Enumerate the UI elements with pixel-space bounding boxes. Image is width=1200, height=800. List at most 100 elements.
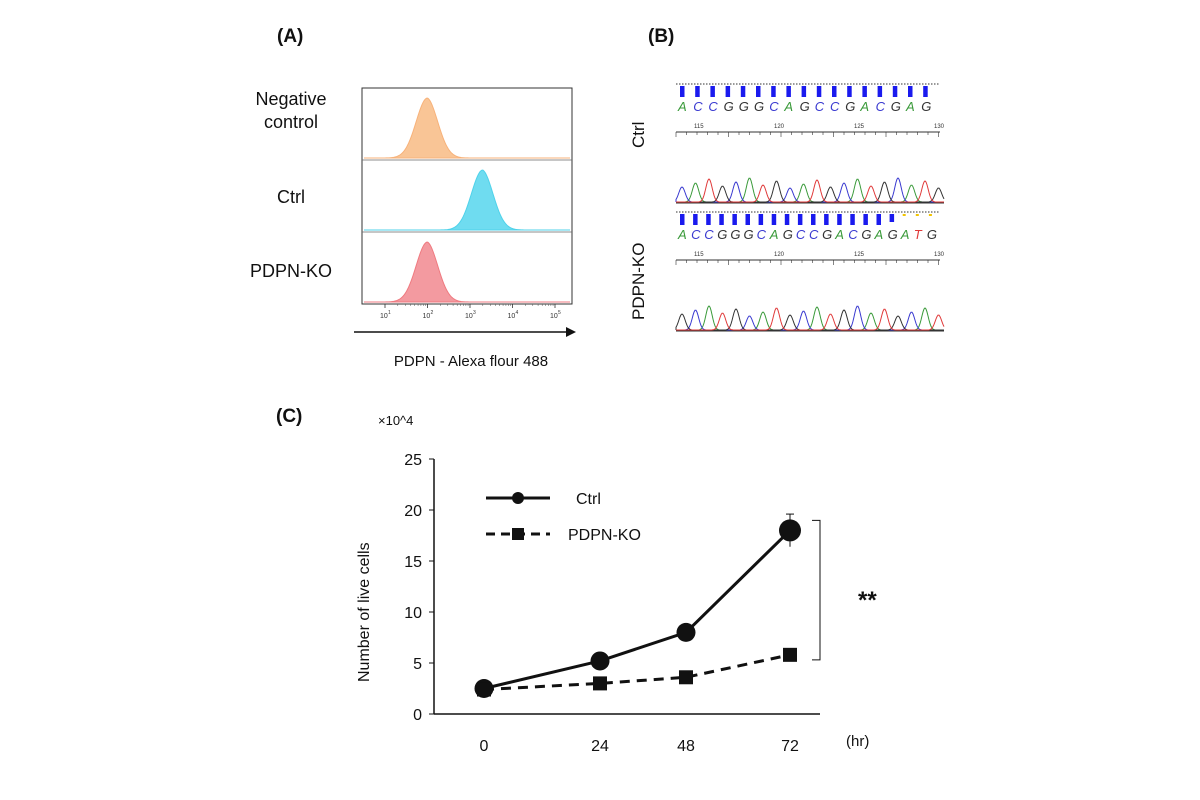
chromatogram-trace [676,307,945,331]
quality-bar [740,86,746,97]
base-call: G [744,227,754,242]
base-call: G [927,227,937,242]
histogram-frame [361,87,573,305]
quality-bar [824,214,829,225]
y-tick-label: 0 [413,707,422,724]
data-point [590,651,610,671]
base-call: A [900,227,910,242]
series-line-pdpn-ko [483,653,791,692]
histogram-tick-exponent: 4 [516,310,519,316]
chromatogram-trace [676,178,944,203]
base-call: C [693,99,703,114]
quality-bar [756,86,761,97]
data-point [676,622,696,642]
quality-bar [680,86,685,97]
base-call: A [859,99,869,114]
base-call: T [914,227,923,242]
chromatogram-trace [675,177,944,203]
base-call: A [677,99,687,114]
quality-bar [706,214,711,225]
quality-bar [915,214,919,216]
base-call: G [845,99,855,114]
base-call: A [677,227,687,242]
seq-label-ctrl-box: Ctrl [629,88,659,168]
base-call: C [708,99,718,114]
base-call: G [739,99,749,114]
base-call: A [783,99,793,114]
base-call: G [717,227,727,242]
base-call: G [800,99,810,114]
legend-label: PDPN-KO [568,527,641,544]
y-tick-label: 20 [404,503,422,520]
x-tick-label: 72 [781,738,799,755]
base-call: C [704,227,714,242]
position-label: 120 [774,252,785,258]
row-label-line: Negative [255,89,327,109]
x-tick-label: 48 [677,738,695,755]
base-call: C [691,227,701,242]
x-unit-label: (hr) [846,733,870,750]
y-multiplier-label: ×10^4 [378,413,414,428]
position-label: 130 [934,252,945,258]
quality-bar [758,214,764,225]
quality-bar [695,86,700,97]
row-label-negative-control: Negative control [236,88,346,134]
seq-label-ctrl-text: Ctrl [629,121,648,148]
position-label: 130 [934,124,945,130]
quality-bar [710,86,715,97]
position-label: 125 [854,252,865,258]
position-label: 115 [694,124,704,130]
base-call: G [754,99,764,114]
series-line-ctrl [483,529,792,690]
quality-bar [889,214,895,222]
quality-bar [811,214,816,225]
base-call: C [796,227,806,242]
quality-bar [745,214,750,225]
significance-bracket [812,519,821,661]
quality-bar [850,214,855,225]
base-call: C [757,227,767,242]
histogram-tick-exponent: 5 [558,310,561,316]
quality-bar [847,86,852,97]
base-call: G [724,99,734,114]
flow-histogram-figure: 10 1 10 2 10 3 10 4 10 5 [354,87,576,337]
quality-bar [680,214,685,225]
histogram-tick-label: 10 [508,313,516,320]
row-label-pdpn-ko: PDPN-KO [249,261,332,281]
significance-marker: ** [858,587,877,614]
histogram-tick-label: 10 [380,313,388,320]
histogram-tick-label: 10 [465,313,473,320]
quality-bar [908,86,913,97]
quality-bar [786,86,791,97]
base-call: C [815,99,825,114]
base-call: A [769,227,779,242]
base-call: G [730,227,740,242]
quality-bar [797,214,803,225]
panel-label-c: (C) [276,406,303,427]
flow-x-axis-label: PDPN - Alexa flour 488 [393,353,549,370]
quality-bar [784,214,790,225]
base-call: G [891,99,901,114]
quality-bar [732,214,737,225]
base-call: G [783,227,793,242]
base-call: G [921,99,931,114]
x-tick-label: 24 [591,738,609,755]
data-point [593,676,607,691]
quality-bar [725,86,731,97]
quality-bar [876,214,881,225]
y-tick-label: 25 [404,452,422,469]
quality-bar [877,86,883,97]
histogram-tick-exponent: 3 [473,310,476,316]
legend-marker [512,528,524,540]
base-call: C [769,99,779,114]
position-label: 115 [694,252,704,258]
histogram-tick-label: 10 [423,313,431,320]
legend-marker [512,492,524,504]
base-call: C [848,227,858,242]
histogram-curve [364,97,570,159]
quality-bar [771,214,777,225]
y-tick-label: 10 [404,605,422,622]
growth-chart: 0 5 10 15 20 25 0 24 48 72 Ctrl PDPN-KO ** [404,452,877,755]
x-tick-label: 0 [480,738,489,755]
